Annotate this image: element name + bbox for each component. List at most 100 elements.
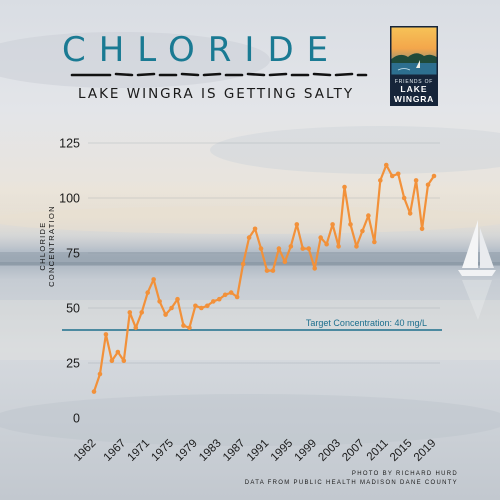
x-tick-label: 1967: [102, 437, 129, 464]
target-concentration-line: Target Concentration: 40 mg/L: [62, 318, 442, 331]
x-tick-label: 2019: [412, 437, 439, 464]
logo-text-friends: FRIENDS OF: [395, 79, 433, 85]
x-axis-ticks: 1962 196719711975197919831987199119951999…: [72, 437, 439, 464]
photo-credit: PHOTO BY RICHARD HURD: [351, 471, 458, 477]
data-point: [109, 358, 115, 364]
subtitle: LAKE WINGRA IS GETTING SALTY: [78, 86, 355, 102]
data-point: [288, 244, 294, 249]
x-tick-label: 1991: [245, 437, 272, 464]
data-point: [163, 312, 168, 317]
x-tick-label: 1999: [293, 437, 320, 464]
y-axis-label-line-1: CHLORIDE: [38, 221, 47, 271]
data-point: [407, 211, 413, 216]
y-axis-label-line-2: CONCENTRATION: [47, 205, 56, 287]
data-point: [419, 226, 425, 232]
data-point: [133, 325, 139, 331]
x-tick-label: 1983: [197, 437, 224, 464]
data-point: [413, 178, 419, 183]
logo-text-wingra: WINGRA: [394, 94, 434, 104]
y-tick-label: 0: [73, 412, 80, 426]
data-point: [324, 241, 329, 247]
data-point: [103, 332, 109, 337]
x-tick-label: 1987: [221, 437, 248, 464]
data-point: [175, 296, 180, 302]
data-point: [216, 296, 222, 302]
data-point: [97, 371, 103, 377]
data-point: [127, 310, 133, 315]
data-point: [210, 299, 216, 304]
y-axis-ticks: 0 25 50 75 100 125: [59, 137, 80, 426]
data-point: [383, 162, 389, 168]
data-point: [318, 235, 323, 240]
y-tick-label: 25: [66, 357, 80, 371]
y-tick-label: 125: [59, 137, 80, 151]
data-credit: DATA FROM PUBLIC HEALTH MADISON DANE COU…: [244, 480, 458, 486]
x-tick-label: 1975: [149, 437, 176, 464]
x-tick-label: 1995: [269, 437, 296, 464]
y-tick-label: 75: [66, 247, 80, 261]
data-point: [157, 299, 162, 304]
data-point: [240, 261, 246, 267]
y-tick-label: 100: [59, 192, 80, 206]
data-point: [222, 292, 228, 298]
page-title: CHLORIDE: [62, 30, 342, 70]
data-point: [264, 268, 270, 273]
title-divider: [70, 72, 368, 77]
data-point: [115, 349, 121, 355]
x-tick-label: 1971: [126, 437, 153, 464]
friends-of-lake-wingra-logo: FRIENDS OF LAKE WINGRA: [390, 26, 438, 106]
data-point: [199, 305, 204, 311]
data-point: [246, 235, 252, 240]
credits: PHOTO BY RICHARD HURD DATA FROM PUBLIC H…: [245, 470, 458, 488]
y-axis-label: CHLORIDE CONCENTRATION: [38, 205, 56, 287]
data-point: [312, 266, 318, 271]
data-point: [360, 228, 365, 234]
data-point: [366, 213, 371, 218]
data-point: [169, 305, 174, 311]
data-point: [151, 277, 156, 282]
x-tick-label: 2003: [316, 437, 343, 464]
data-point: [300, 246, 306, 251]
sailboat-icon: [458, 220, 496, 320]
chloride-series-line: [92, 163, 435, 392]
data-point: [187, 325, 192, 331]
y-tick-label: 50: [66, 302, 80, 316]
data-point: [372, 239, 377, 245]
data-point: [336, 244, 341, 249]
data-point: [354, 244, 359, 249]
data-point: [270, 268, 276, 273]
data-point: [306, 246, 312, 251]
x-tick-label: 2015: [388, 437, 415, 464]
data-point: [378, 178, 383, 183]
chart-grid: [88, 142, 440, 364]
target-label: Target Concentration: 40 mg/L: [306, 318, 427, 328]
data-point: [294, 222, 300, 227]
data-point: [234, 294, 240, 300]
data-point: [252, 226, 258, 232]
data-point: [193, 303, 198, 309]
data-points: [91, 162, 437, 394]
data-point: [431, 173, 437, 179]
data-point: [258, 246, 264, 251]
data-point: [139, 310, 145, 315]
data-point: [121, 358, 127, 364]
x-tick-label: 2011: [365, 437, 391, 463]
data-point: [276, 246, 282, 251]
data-point: [91, 389, 97, 394]
data-point: [282, 259, 288, 265]
data-point: [389, 173, 395, 179]
data-point: [181, 323, 186, 328]
data-point: [145, 290, 150, 295]
data-point: [395, 171, 401, 177]
data-point: [348, 222, 353, 227]
x-tick-label: 1962: [72, 437, 99, 464]
data-point: [342, 184, 347, 190]
data-point: [330, 222, 335, 227]
data-point: [401, 195, 407, 201]
data-point: [205, 303, 210, 309]
data-point: [425, 182, 431, 188]
logo-text-lake: LAKE: [400, 84, 427, 94]
x-tick-label: 2007: [340, 437, 367, 464]
